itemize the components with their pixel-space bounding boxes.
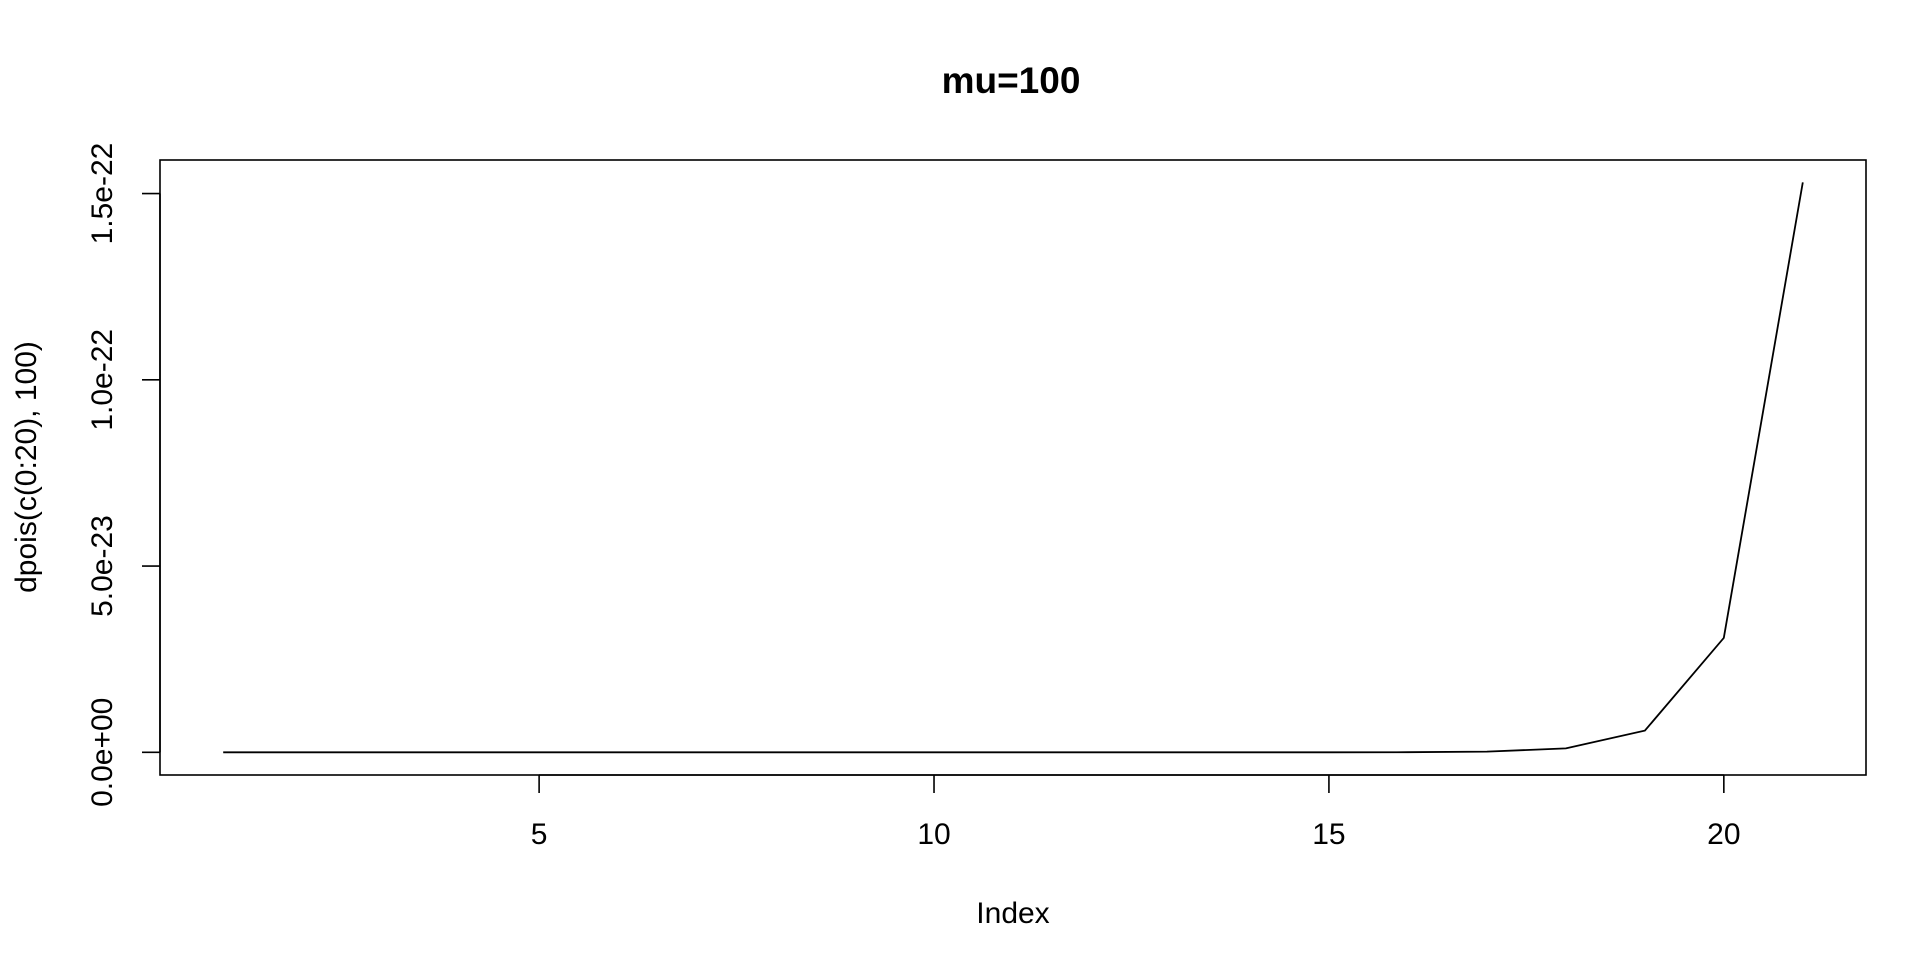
plot-frame [159, 159, 1867, 776]
x-axis-label: Index [976, 897, 1049, 930]
data-points [221, 180, 1805, 754]
x-tick-label: 15 [1312, 818, 1345, 851]
chart-title: mu=100 [942, 60, 1081, 101]
x-tick-label: 20 [1707, 818, 1740, 851]
y-tick-label: 1.5e-22 [86, 143, 119, 245]
y-tick-label: 5.0e-23 [86, 515, 119, 617]
x-tick-label: 10 [917, 818, 950, 851]
series-line [223, 182, 1804, 754]
y-tick-label: 1.0e-22 [86, 329, 119, 431]
x-tick-label: 5 [531, 818, 548, 851]
y-axis-label: dpois(c(0:20), 100) [10, 341, 43, 593]
x-axis: 5 10 15 20 [531, 774, 1741, 851]
y-axis: 0.0e+00 5.0e-23 1.0e-22 1.5e-22 [86, 143, 161, 807]
y-tick-label: 0.0e+00 [86, 698, 119, 807]
